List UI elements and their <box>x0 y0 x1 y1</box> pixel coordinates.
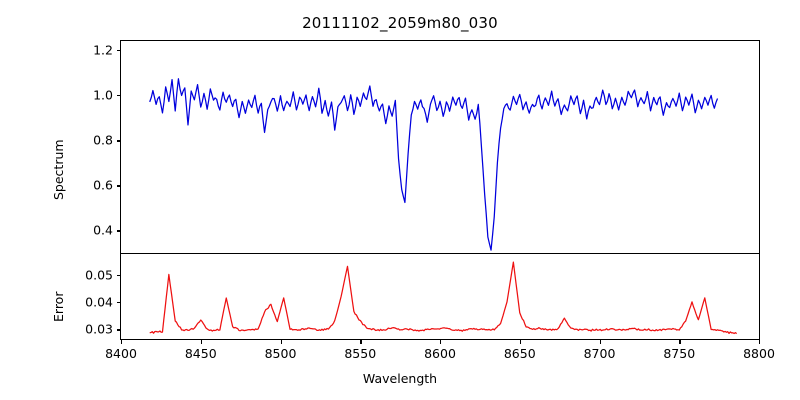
x-ticklabel-1: 8450 <box>184 346 217 361</box>
x-tick-error-8 <box>759 339 761 344</box>
x-tick-error-5 <box>519 339 522 344</box>
x-tick-error-7 <box>679 339 681 344</box>
x-tick-error-2 <box>280 339 282 344</box>
y-tick-spectrum-2 <box>116 140 121 142</box>
figure-title: 20111102_2059m80_030 <box>302 14 498 32</box>
y-tick-spectrum-1 <box>116 185 121 187</box>
y-ticklabel-error-0: 0.03 <box>85 321 113 337</box>
y-ticklabel-error-2: 0.05 <box>85 267 113 283</box>
y-axis-label-error: Error <box>51 291 66 322</box>
y-tick-spectrum-3 <box>116 95 121 97</box>
x-axis-label: Wavelength <box>362 371 438 386</box>
x-ticklabel-6: 8700 <box>583 346 616 361</box>
y-ticklabel-spectrum-1: 0.6 <box>93 177 113 193</box>
x-ticklabel-2: 8500 <box>264 346 297 361</box>
x-ticklabel-4: 8600 <box>424 346 456 361</box>
error-panel: 0.03 0.04 0.05 8400 8450 8500 8550 8600 8650 8700… <box>85 253 775 361</box>
spectrum-line-plot <box>121 41 759 253</box>
y-tick-spectrum-4 <box>116 50 121 52</box>
x-tick-error-6 <box>599 339 601 344</box>
y-axis-label-spectrum: Spectrum <box>51 139 66 200</box>
x-ticklabel-5: 8650 <box>503 346 536 361</box>
x-tick-error-3 <box>360 339 362 344</box>
x-tick-error-4 <box>440 339 442 344</box>
x-ticklabel-0: 8400 <box>105 346 137 361</box>
spectrum-panel: 0.4 0.6 0.8 1.0 1.2 <box>93 40 761 258</box>
x-ticklabel-8: 8800 <box>743 346 775 361</box>
x-ticklabel-7: 8750 <box>663 346 696 361</box>
x-tick-error-0 <box>121 339 123 344</box>
error-line-plot <box>121 254 759 339</box>
y-ticklabel-error-1: 0.04 <box>85 294 113 310</box>
y-ticklabel-spectrum-4: 1.2 <box>93 42 113 58</box>
x-ticklabel-3: 8550 <box>344 346 377 361</box>
y-tick-error-2 <box>116 274 121 276</box>
y-tick-spectrum-0 <box>116 230 121 232</box>
y-tick-error-1 <box>116 301 121 304</box>
y-tick-error-0 <box>116 329 121 331</box>
y-ticklabel-spectrum-2: 0.8 <box>93 132 113 148</box>
y-ticklabel-spectrum-3: 1.0 <box>93 87 113 103</box>
x-tick-error-1 <box>200 339 203 344</box>
y-ticklabel-spectrum-0: 0.4 <box>93 222 113 238</box>
